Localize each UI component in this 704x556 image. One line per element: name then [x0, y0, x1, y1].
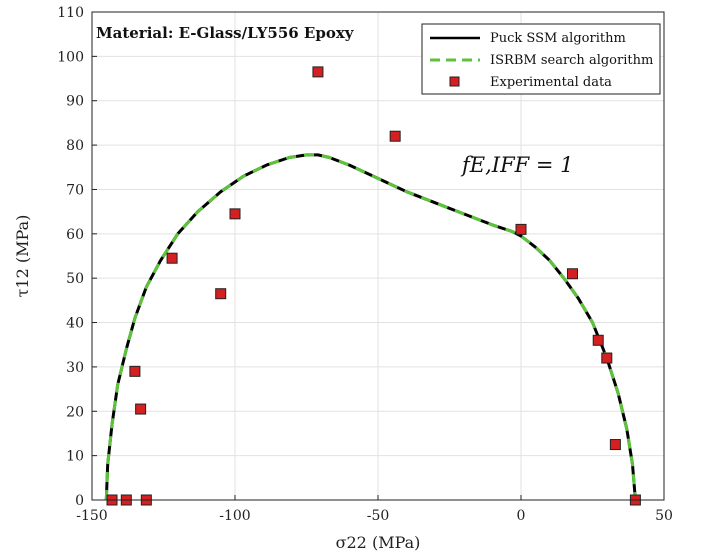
y-tick-label-4: 40 [66, 316, 84, 332]
legend-box [421, 23, 661, 95]
legend-label-isrbm: ISRBM search algorithm [490, 53, 653, 68]
experimental-point-6 [215, 288, 227, 300]
y-axis-label: τ12 (MPa) [13, 215, 32, 298]
experimental-point-13 [601, 352, 613, 364]
experimental-point-9 [389, 130, 401, 142]
y-tick-label-10: 100 [57, 49, 84, 65]
y-tick-label-7: 70 [66, 182, 84, 198]
x-tick-label-3: 0 [517, 508, 526, 524]
y-tick-label-5: 50 [66, 271, 84, 287]
experimental-point-10 [515, 223, 527, 235]
x-tick-label-0: -150 [76, 508, 107, 524]
experimental-point-4 [135, 403, 147, 415]
legend-label-experimental: Experimental data [490, 75, 612, 90]
experimental-point-8 [312, 66, 324, 78]
y-tick-label-11: 110 [57, 5, 84, 21]
x-tick-label-4: 50 [655, 508, 673, 524]
y-tick-label-9: 90 [66, 94, 84, 110]
y-tick-label-3: 30 [66, 360, 84, 376]
axis-ticks: -150 -100 -50 0 50 0 10 20 30 40 50 60 70 80 90 100 110 [57, 5, 673, 524]
x-axis-label: σ22 (MPa) [336, 533, 421, 552]
legend-marker-experimental [449, 76, 460, 87]
isrbm-search-curve [104, 153, 637, 501]
y-tick-label-6: 60 [66, 227, 84, 243]
x-tick-label-2: -50 [367, 508, 390, 524]
experimental-point-14 [609, 439, 621, 451]
x-tick-label-1: -100 [219, 508, 250, 524]
material-annotation: Material: E-Glass/LY556 Epoxy [96, 24, 355, 42]
legend-label-puck: Puck SSM algorithm [490, 31, 626, 46]
experimental-point-7 [229, 208, 241, 220]
y-tick-label-2: 20 [66, 404, 84, 420]
y-tick-label-1: 10 [66, 449, 84, 465]
y-tick-label-8: 80 [66, 138, 84, 154]
curve-label: fE,IFF = 1 [460, 153, 574, 177]
experimental-point-11 [566, 268, 578, 280]
legend: Puck SSM algorithm ISRBM search algorith… [421, 23, 661, 95]
y-tick-label-0: 0 [75, 493, 84, 509]
experimental-point-5 [166, 252, 178, 264]
experimental-point-3 [129, 365, 141, 377]
experimental-point-12 [592, 334, 604, 346]
